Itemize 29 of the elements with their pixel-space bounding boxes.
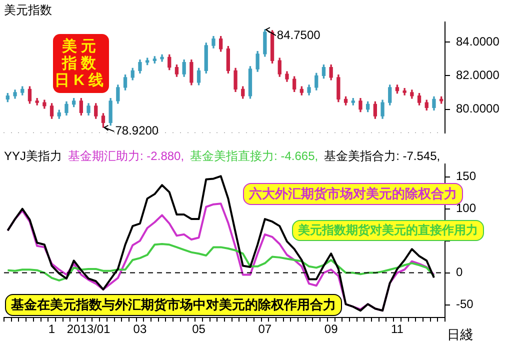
- text: 基金期汇助力: [68, 149, 140, 163]
- y-tick-label: 0: [456, 265, 463, 280]
- y-tick-label: 150: [456, 169, 476, 184]
- x-tick-label: 05: [192, 322, 206, 336]
- y-tick-label: 80.0000: [456, 102, 500, 116]
- x-tick-label: 1: [48, 322, 56, 336]
- text: : -7.545,: [396, 149, 440, 163]
- annotation: 84.7500: [276, 28, 321, 42]
- annotation: 六大外汇期货市场对美元的除权合力: [249, 186, 457, 201]
- x-tick-label: 03: [133, 322, 147, 336]
- annotation: 美元指数期货对美元的直接作用力: [292, 220, 484, 241]
- chart-title: 美元指数: [4, 3, 52, 17]
- y-tick-label: 100: [456, 201, 476, 216]
- y-tick-label: -50: [456, 297, 474, 312]
- chart-title: YYJ美指力: [4, 149, 62, 163]
- annotation: 基金在美元指数与外汇期货市场中对美元的除权作用合力: [5, 294, 342, 316]
- x-tick-label: 09: [324, 322, 338, 336]
- text: 日綫: [447, 326, 473, 344]
- y-tick-label: 84.0000: [456, 34, 500, 48]
- x-tick-label: 2013/01: [66, 322, 111, 336]
- text: 基金美指合力: [324, 149, 396, 163]
- annotation: 美元指数日K线: [54, 38, 108, 89]
- text: 基金美指直接力: [190, 149, 274, 163]
- text: : -2.880,: [140, 149, 184, 163]
- x-tick-label: 11: [390, 322, 404, 336]
- x-tick-label: 07: [258, 322, 272, 336]
- text: : -4.665,: [274, 149, 318, 163]
- annotation: 78.9200: [115, 124, 159, 138]
- y-tick-label: 82.0000: [456, 68, 500, 82]
